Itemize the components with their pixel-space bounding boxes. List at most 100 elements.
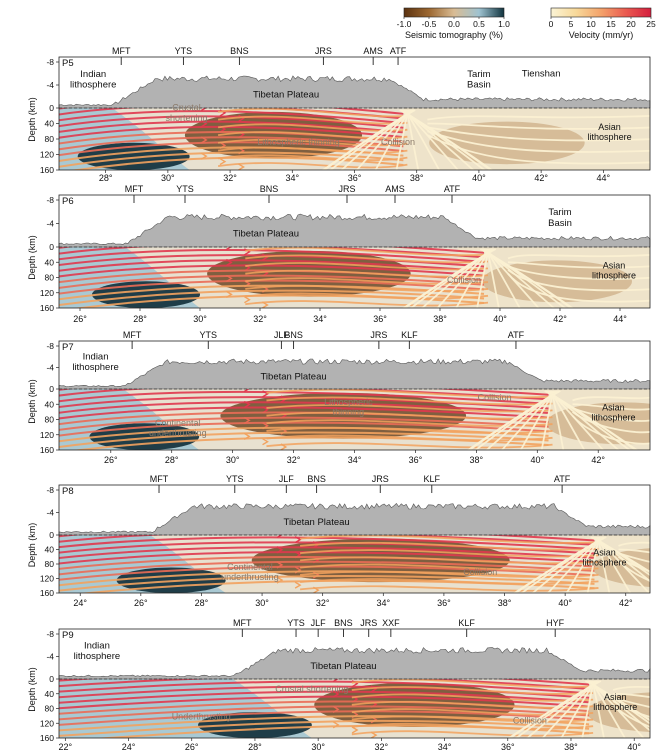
velocity-streamline xyxy=(245,284,489,292)
section-label: Asian lithosphere xyxy=(588,122,632,142)
depth-tick-label: -4 xyxy=(46,363,54,373)
velocity-streamline xyxy=(59,710,590,726)
depth-tick-label: 160 xyxy=(40,588,54,598)
lon-tick-label: 36° xyxy=(409,455,423,465)
depth-tick-label: 40 xyxy=(45,545,55,555)
depth-tick-label: 120 xyxy=(40,150,54,160)
lon-tick-label: 32° xyxy=(253,314,267,324)
lon-tick-label: 26° xyxy=(134,598,148,608)
streamline-arrow xyxy=(294,581,302,589)
fault-label: JLF xyxy=(274,330,290,340)
lon-tick-label: 32° xyxy=(287,455,301,465)
velocity-streamline xyxy=(69,156,404,170)
depth-tick-label: 40 xyxy=(45,689,55,699)
lon-tick-label: 40° xyxy=(530,455,544,465)
velocity-streamline xyxy=(217,131,408,139)
velocity-streamline xyxy=(466,390,561,450)
velocity-streamline xyxy=(266,396,553,406)
lon-tick-label: 36° xyxy=(501,742,515,750)
velocity-streamline xyxy=(59,690,590,704)
fault-label: ATF xyxy=(508,330,525,340)
velocity-streamline xyxy=(351,686,594,695)
surface-label: Tibetan Plateau xyxy=(260,371,326,382)
velocity-streamline xyxy=(266,442,553,449)
depth-tick-label: -8 xyxy=(46,629,54,639)
fault-label: MFT xyxy=(150,474,169,484)
lon-tick-label: 44° xyxy=(597,173,611,183)
velocity-streamline xyxy=(59,406,549,420)
lon-tick-label: 36° xyxy=(373,314,387,324)
fault-label: ATF xyxy=(444,184,461,194)
depth-tick-label: -8 xyxy=(46,341,54,351)
lon-tick-label: 34° xyxy=(313,314,327,324)
surface-label: Tienshan xyxy=(522,68,561,79)
depth-tick-label: 0 xyxy=(49,242,54,252)
panel-id: P8 xyxy=(62,486,74,497)
depth-tick-label: 120 xyxy=(40,430,54,440)
tomography-colorbar-tick: -1.0 xyxy=(397,19,412,29)
depth-tick-label: -4 xyxy=(46,652,54,662)
velocity-streamline xyxy=(59,565,595,581)
depth-tick-label: 160 xyxy=(40,445,54,455)
velocity-streamline xyxy=(427,122,650,130)
depth-tick-label: 0 xyxy=(49,530,54,540)
velocity-streamline xyxy=(59,401,549,415)
lon-tick-label: 38° xyxy=(433,314,447,324)
velocity-streamline xyxy=(59,115,404,129)
depth-tick-label: 120 xyxy=(40,574,54,584)
velocity-streamline xyxy=(59,247,485,259)
velocity-streamline xyxy=(59,125,404,139)
surface-label: Tibetan Plateau xyxy=(253,90,319,101)
velocity-streamline xyxy=(217,162,408,169)
velocity-streamline xyxy=(300,535,599,544)
lon-tick-label: 26° xyxy=(185,742,199,750)
fault-label: AMS xyxy=(363,46,383,56)
depth-tick-label: 40 xyxy=(45,119,55,129)
panel-id: P5 xyxy=(62,58,74,69)
velocity-streamline xyxy=(512,536,607,593)
section-label: Continental underthrusting xyxy=(149,418,207,438)
depth-tick-label: 80 xyxy=(45,415,55,425)
velocity-streamline xyxy=(427,115,650,121)
lon-tick-label: 40° xyxy=(558,598,572,608)
velocity-streamline xyxy=(59,715,590,732)
section-label: Crustal shortening xyxy=(166,103,208,123)
lon-tick-label: 34° xyxy=(285,173,299,183)
velocity-streamline xyxy=(217,108,408,118)
velocity-streamline xyxy=(59,416,549,431)
panel-id: P7 xyxy=(62,342,74,353)
velocity-streamline xyxy=(245,262,489,271)
velocity-streamline xyxy=(266,419,553,427)
depth-tick-label: 0 xyxy=(49,674,54,684)
velocity-streamline xyxy=(245,247,489,257)
lon-tick-label: 34° xyxy=(438,742,452,750)
lon-tick-label: 30° xyxy=(311,742,325,750)
section-label: Collision xyxy=(513,715,547,725)
section-label: Crustal shortening xyxy=(275,684,348,694)
velocity-streamline xyxy=(266,389,553,399)
velocity-streamline xyxy=(59,705,590,721)
streamline-arrow xyxy=(332,679,339,683)
velocity-streamline xyxy=(507,253,650,260)
depth-tick-label: 120 xyxy=(40,718,54,728)
depth-axis-label: Depth (km) xyxy=(27,379,37,424)
fault-label: BNS xyxy=(284,330,303,340)
velocity-streamline xyxy=(59,570,595,587)
velocity-streamline xyxy=(426,134,650,165)
surface-label: Indian lithosphere xyxy=(74,640,120,662)
velocity-streamline xyxy=(351,693,594,702)
lon-tick-label: 28° xyxy=(195,598,209,608)
depth-tick-label: 160 xyxy=(40,733,54,743)
velocity-streamline xyxy=(59,110,404,125)
depth-axis-label: Depth (km) xyxy=(27,235,37,280)
panel-p6: P6 MFT YTS BNS JRS AMS ATF Tibetan Plateau Tarim… xyxy=(27,184,651,324)
lon-tick-label: 28° xyxy=(248,742,262,750)
velocity-streamline xyxy=(507,261,650,269)
depth-tick-label: 80 xyxy=(45,273,55,283)
section-label: Lithospheric thinning xyxy=(257,137,340,147)
panel-frame xyxy=(58,194,651,309)
tomography-colorbar-tick: 0.0 xyxy=(448,19,460,29)
streamline-arrow xyxy=(244,296,251,304)
velocity-streamline xyxy=(617,556,650,573)
